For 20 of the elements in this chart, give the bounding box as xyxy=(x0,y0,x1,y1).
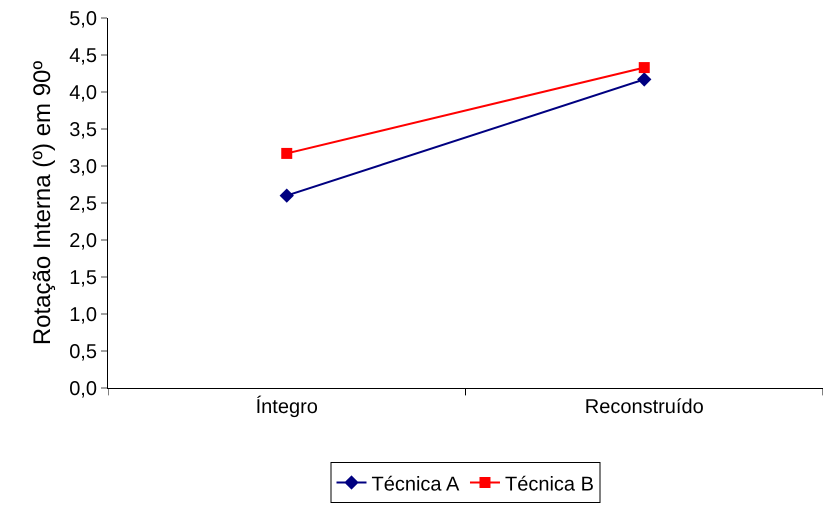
point xyxy=(280,188,294,203)
x-tick-label: Íntegro xyxy=(256,395,318,418)
y-tick-label: 4,0 xyxy=(69,82,97,104)
y-tick-label: 0,5 xyxy=(69,341,97,363)
y-axis-title: Rotação Interna (º) em 90º xyxy=(29,60,56,346)
y-tick-label: 5,0 xyxy=(69,8,97,30)
x-tick-label: Reconstruído xyxy=(584,396,704,418)
y-tick-label: 4,5 xyxy=(69,45,97,67)
legend-label: Técnica B xyxy=(504,473,594,496)
point xyxy=(638,62,650,74)
y-tick-label: 2,0 xyxy=(69,230,97,252)
point xyxy=(281,148,292,159)
point xyxy=(637,72,652,87)
y-tick-label: 1,5 xyxy=(69,267,97,289)
y-tick-label: 0,0 xyxy=(69,378,97,400)
y-tick-label: 2,5 xyxy=(69,193,97,215)
legend-label: Técnica A xyxy=(372,473,460,496)
y-tick-label: 3,5 xyxy=(69,119,97,141)
y-tick-label: 3,0 xyxy=(69,156,97,178)
y-tick-label: 1,0 xyxy=(69,304,97,326)
